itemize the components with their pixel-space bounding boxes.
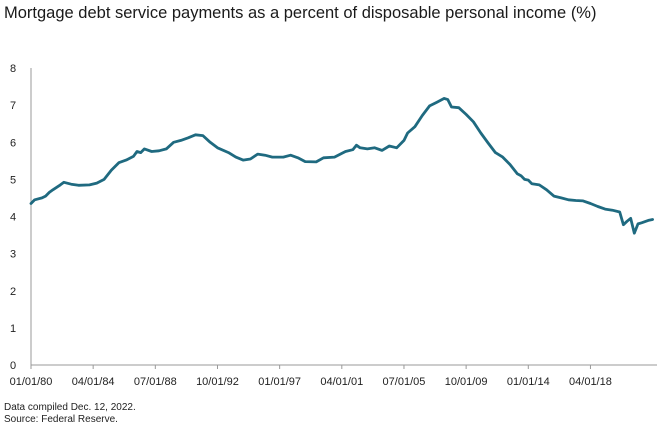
x-tick-label: 01/01/97 — [258, 376, 301, 388]
x-tick-label: 01/01/80 — [10, 376, 53, 388]
y-tick-label: 1 — [10, 323, 16, 335]
y-axis: 0 1 2 3 4 5 6 7 8 — [10, 63, 32, 372]
x-tick-label: 10/01/09 — [445, 376, 488, 388]
y-tick-label: 3 — [10, 249, 16, 261]
y-tick-label: 4 — [10, 212, 16, 224]
x-axis: 01/01/80 04/01/84 07/01/88 10/01/92 01/01/97… — [10, 364, 657, 388]
chart-title: Mortgage debt service payments as a perc… — [4, 4, 597, 22]
x-tick-label: 04/01/18 — [569, 376, 612, 388]
y-tick-label: 2 — [10, 286, 16, 298]
y-tick-label: 6 — [10, 137, 16, 149]
footnote-source: Source: Federal Reserve. — [4, 414, 118, 425]
line-chart: 0 1 2 3 4 5 6 7 8 01/01/80 04/01/84 07/01/88 10/01/… — [10, 63, 657, 388]
series-group — [29, 97, 654, 235]
series-line — [29, 97, 654, 235]
x-tick-label: 10/01/92 — [196, 376, 239, 388]
x-tick-label: 07/01/88 — [134, 376, 177, 388]
x-tick-label: 04/01/01 — [320, 376, 363, 388]
y-tick-label: 8 — [10, 63, 16, 75]
x-tick-label: 07/01/05 — [383, 376, 426, 388]
x-tick-label: 04/01/84 — [72, 376, 115, 388]
footnote-data-compiled: Data compiled Dec. 12, 2022. — [4, 402, 136, 413]
footnotes: Data compiled Dec. 12, 2022. Source: Fed… — [4, 402, 136, 426]
y-tick-label: 0 — [10, 360, 16, 372]
y-tick-label: 5 — [10, 174, 16, 186]
y-tick-label: 7 — [10, 100, 16, 112]
x-tick-label: 01/01/14 — [507, 376, 550, 388]
